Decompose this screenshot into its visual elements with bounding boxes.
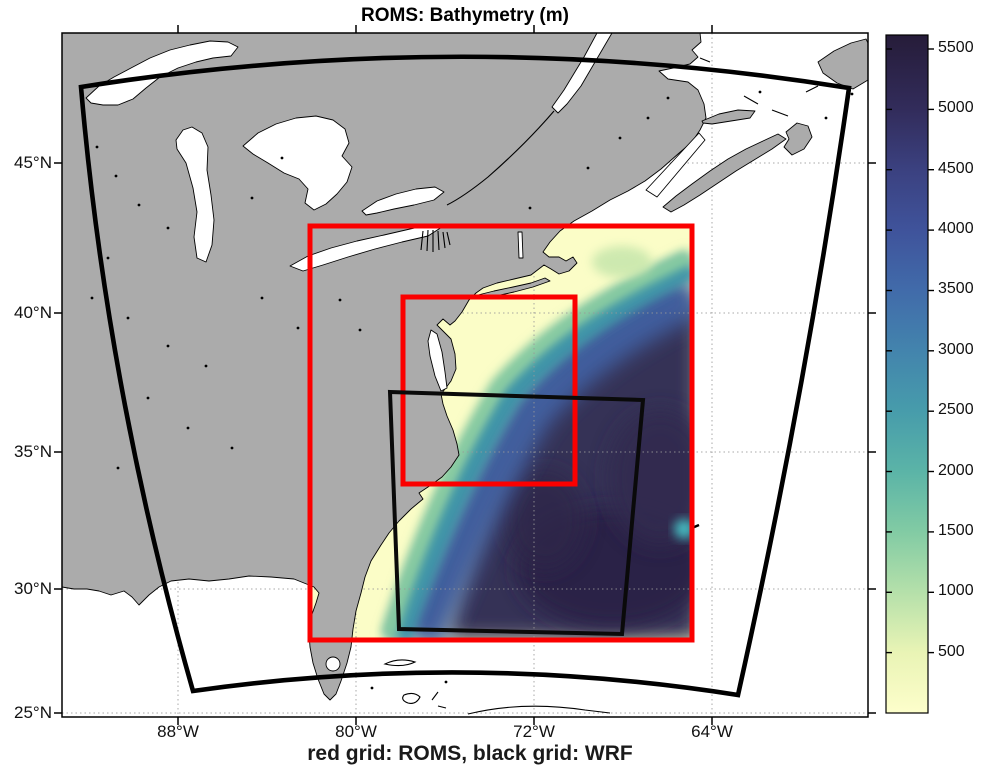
st-lawrence-estuary [551, 33, 613, 114]
colorbar-tick-label: 2500 [938, 401, 974, 419]
finger-lakes [420, 229, 451, 252]
mainland-north-america [62, 33, 707, 701]
colorbar-tick-label: 3500 [938, 280, 974, 298]
lake-okeechobee [325, 656, 341, 672]
bahamas-outlines [383, 659, 447, 709]
canada-lake-squiggles [699, 57, 819, 117]
colorbar-tick-label: 1500 [938, 521, 974, 539]
plot-title: ROMS: Bathymetry (m) [361, 5, 569, 26]
small-lakes-specks [90, 90, 854, 690]
bay-of-fundy [645, 132, 706, 198]
river-lines [383, 57, 819, 715]
st-lawrence-river [446, 110, 555, 206]
lake-ontario [361, 186, 445, 216]
lake-champlain [517, 231, 524, 259]
nova-scotia [662, 133, 787, 213]
chesapeake-bay [427, 329, 448, 392]
prince-edward-island [701, 109, 756, 125]
slope-blue-band [396, 270, 692, 640]
y-tick-label: 40°N [14, 303, 52, 322]
grid-legend-caption: red grid: ROMS, black grid: WRF [307, 742, 633, 765]
shelfbreak-green-band [380, 248, 692, 640]
colorbar-tick-label: 500 [938, 642, 965, 660]
colorbar-tick-label: 1000 [938, 582, 974, 600]
colorbar [885, 34, 929, 714]
newfoundland [817, 38, 868, 90]
colorbar-tick-label: 5000 [938, 99, 974, 117]
lake-michigan [175, 126, 215, 263]
cape-breton-island [783, 122, 813, 156]
colorbar-tick-label: 4000 [938, 220, 974, 238]
colorbar-tick-label: 5500 [938, 39, 974, 56]
wrf-inner-grid-outline [387, 389, 646, 637]
x-tick-label: 88°W [157, 722, 199, 741]
colorbar-tick-label: 3000 [938, 340, 974, 358]
cuba-coast [467, 705, 611, 715]
deep-zone [608, 410, 692, 546]
x-tick-label: 80°W [335, 722, 377, 741]
wrf-outer-grid-outline [78, 54, 852, 698]
colorbar-tick-label: 2000 [938, 461, 974, 479]
y-tick-label: 45°N [14, 153, 52, 172]
bermuda-rise [674, 519, 692, 539]
gulf-of-maine-basin [592, 246, 652, 278]
y-tick-label: 25°N [14, 703, 52, 722]
y-tick-label: 35°N [14, 442, 52, 461]
colorbar-ticks [886, 48, 934, 654]
x-tick-label: 64°W [691, 722, 733, 741]
lakes-layer [85, 33, 706, 672]
lake-huron [242, 115, 353, 211]
y-tick-label: 30°N [14, 579, 52, 598]
x-tick-label: 72°W [513, 722, 555, 741]
axes-frame [61, 32, 869, 718]
land-layer [62, 33, 868, 701]
axis-ticks [54, 25, 876, 725]
deep-zone [505, 470, 585, 570]
roms-outer-grid-outline [307, 223, 695, 643]
colorbar-tick-label: 4500 [938, 159, 974, 177]
lake-superior [85, 40, 239, 106]
